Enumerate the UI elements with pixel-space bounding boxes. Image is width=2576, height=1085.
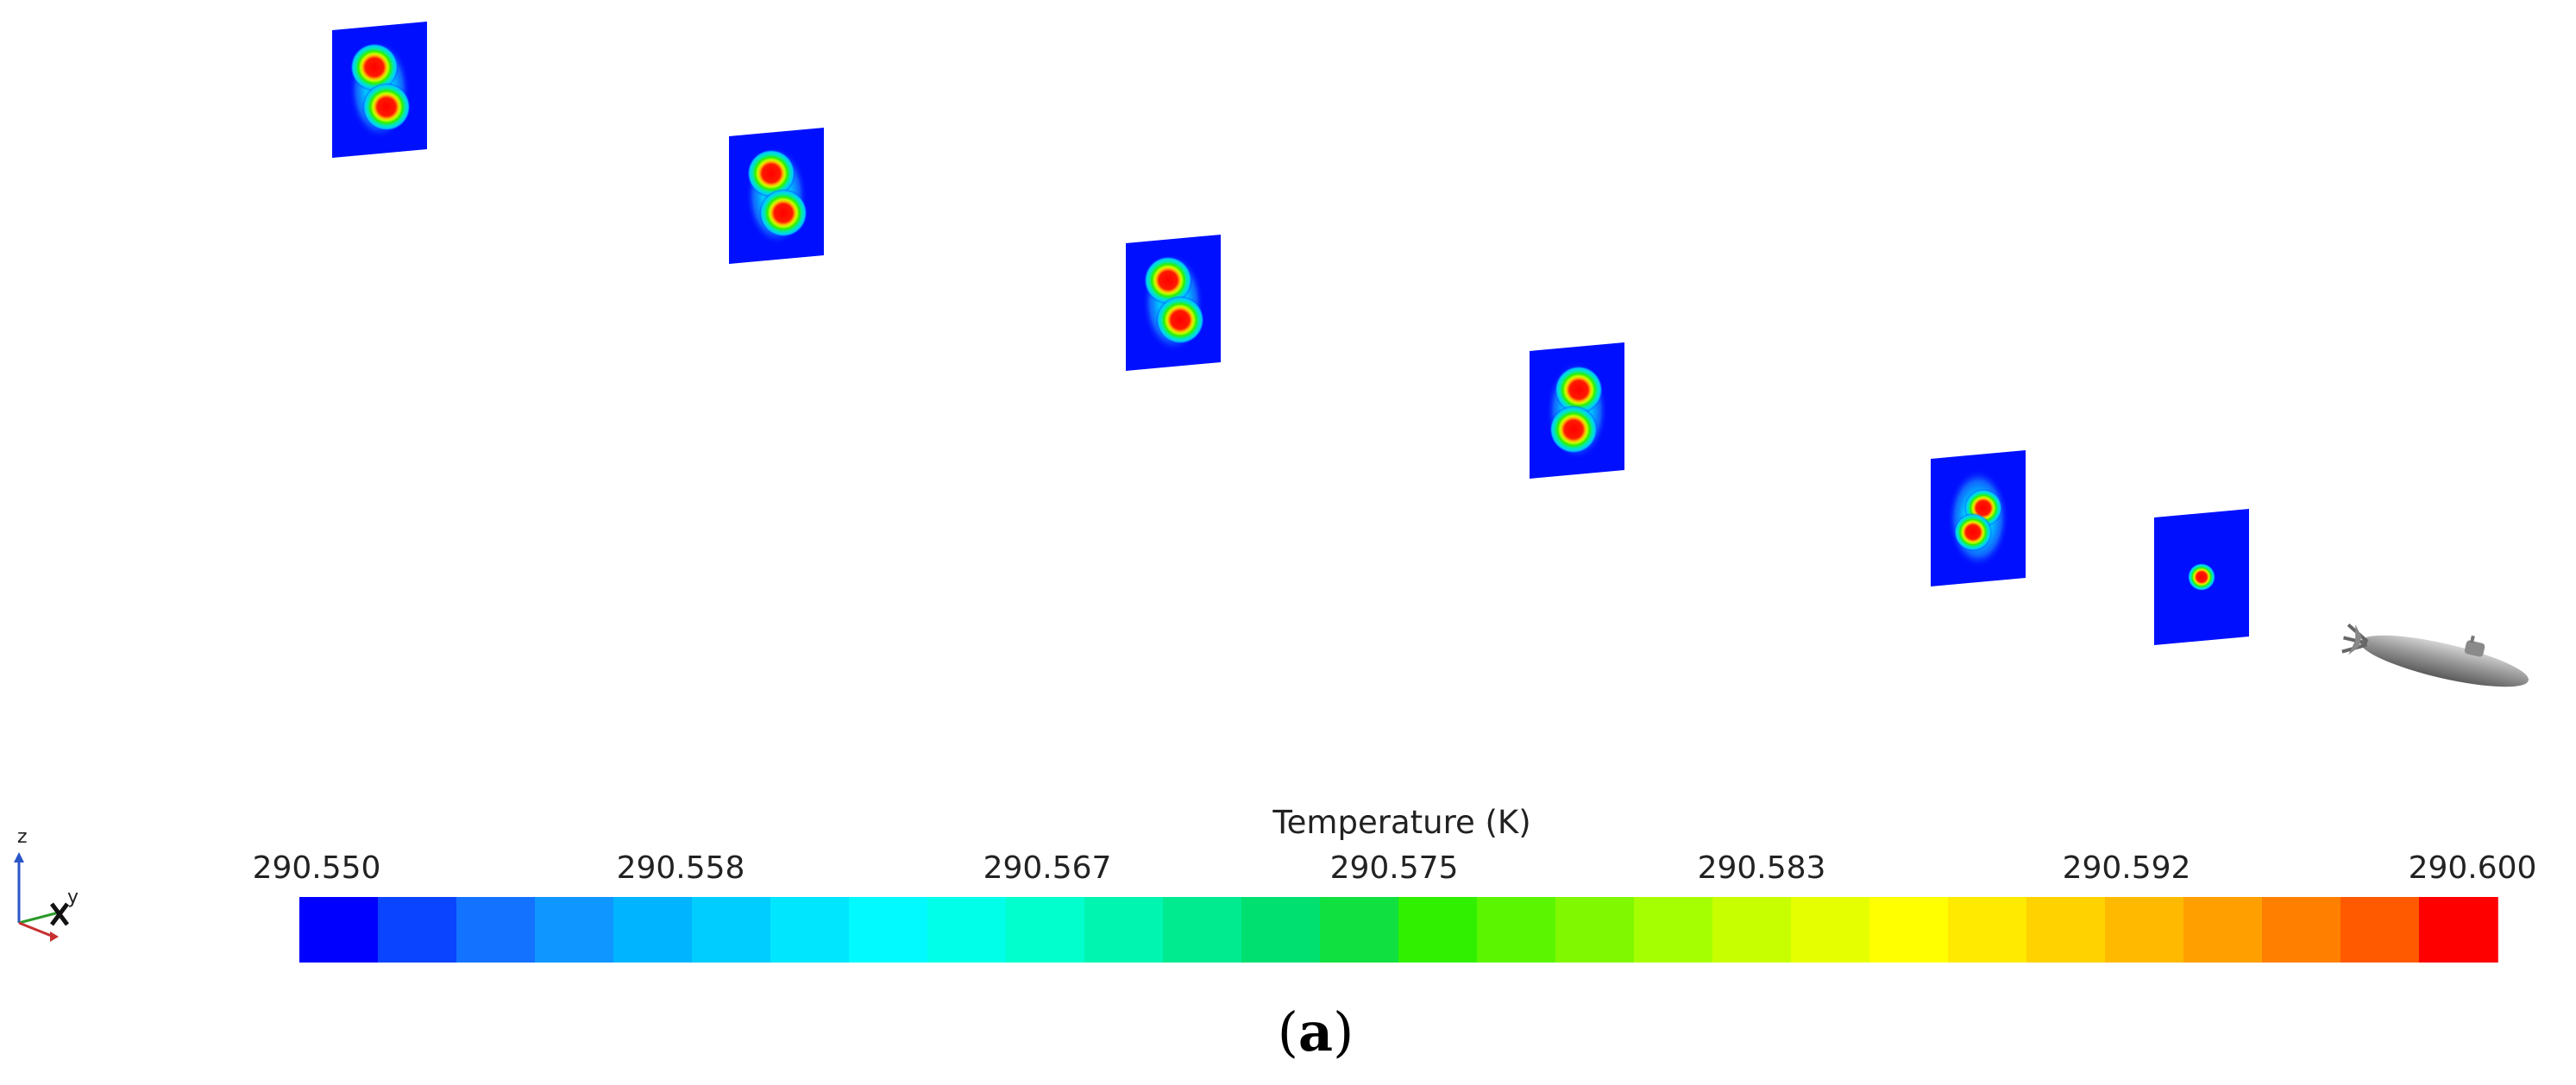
colorbar-title: Temperature (K) xyxy=(1272,804,1531,841)
slice-6 xyxy=(2154,509,2249,645)
vortex-core xyxy=(1156,296,1204,344)
caption-letter: a xyxy=(1297,1000,1334,1063)
colorbar-swatch xyxy=(299,897,379,963)
axis-z-label: z xyxy=(17,826,28,848)
colorbar-tick-label: 290.550 xyxy=(252,850,381,886)
colorbar-swatch xyxy=(770,897,850,963)
axis-y-label: y xyxy=(67,887,79,908)
caption-open: ( xyxy=(1277,1000,1298,1063)
vortex-core xyxy=(1954,513,1992,551)
vortex-core xyxy=(759,189,807,237)
colorbar-swatch xyxy=(1555,897,1635,963)
colorbar-swatch xyxy=(1241,897,1321,963)
axis-triad xyxy=(14,852,69,942)
colorbar-swatch xyxy=(1948,897,2027,963)
colorbar-tick-label: 290.567 xyxy=(983,850,1112,886)
colorbar-swatch xyxy=(849,897,928,963)
colorbar-swatch xyxy=(1084,897,1164,963)
slice-5 xyxy=(1931,450,2026,586)
colorbar-swatch xyxy=(1712,897,1792,963)
colorbar-swatch xyxy=(2183,897,2263,963)
slice-2 xyxy=(729,128,824,264)
colorbar-swatch xyxy=(535,897,614,963)
colorbar-swatch xyxy=(1320,897,1399,963)
colorbar-swatch xyxy=(1006,897,1085,963)
caption-close: ) xyxy=(1333,1000,1354,1063)
vortex-core xyxy=(2188,563,2215,591)
colorbar-swatch xyxy=(1634,897,1713,963)
colorbar-swatch xyxy=(2419,897,2498,963)
vortex-core xyxy=(747,149,795,198)
colorbar-tick-label: 290.575 xyxy=(1329,850,1459,886)
colorbar-tick-label: 290.592 xyxy=(2062,850,2191,886)
colorbar-swatch xyxy=(2105,897,2184,963)
colorbar-swatch xyxy=(378,897,457,963)
vortex-core xyxy=(1144,256,1192,304)
colorbar-swatch xyxy=(2340,897,2420,963)
colorbar-swatch xyxy=(2262,897,2341,963)
colorbar-swatch xyxy=(2026,897,2106,963)
colorbar-swatch xyxy=(1791,897,1870,963)
colorbar-tick-label: 290.600 xyxy=(2408,850,2537,886)
colorbar-swatch xyxy=(456,897,536,963)
colorbar-swatch xyxy=(1477,897,1556,963)
submarine-icon xyxy=(2341,623,2529,687)
colorbar xyxy=(299,897,2498,963)
vortex-core xyxy=(1555,366,1603,414)
slice-1 xyxy=(332,22,427,158)
colorbar-swatch xyxy=(1163,897,1242,963)
vortex-core xyxy=(1549,405,1598,454)
figure-caption: (a) xyxy=(1208,1000,1423,1063)
slice-4 xyxy=(1530,342,1624,479)
slice-3 xyxy=(1126,235,1221,371)
colorbar-swatch xyxy=(1398,897,1478,963)
colorbar-swatch xyxy=(692,897,771,963)
colorbar-swatch xyxy=(1869,897,1949,963)
vortex-core xyxy=(362,83,411,131)
colorbar-tick-label: 290.558 xyxy=(616,850,745,886)
vortex-core xyxy=(350,43,399,91)
colorbar-swatch xyxy=(613,897,693,963)
colorbar-tick-label: 290.583 xyxy=(1697,850,1826,886)
colorbar-swatch xyxy=(927,897,1007,963)
